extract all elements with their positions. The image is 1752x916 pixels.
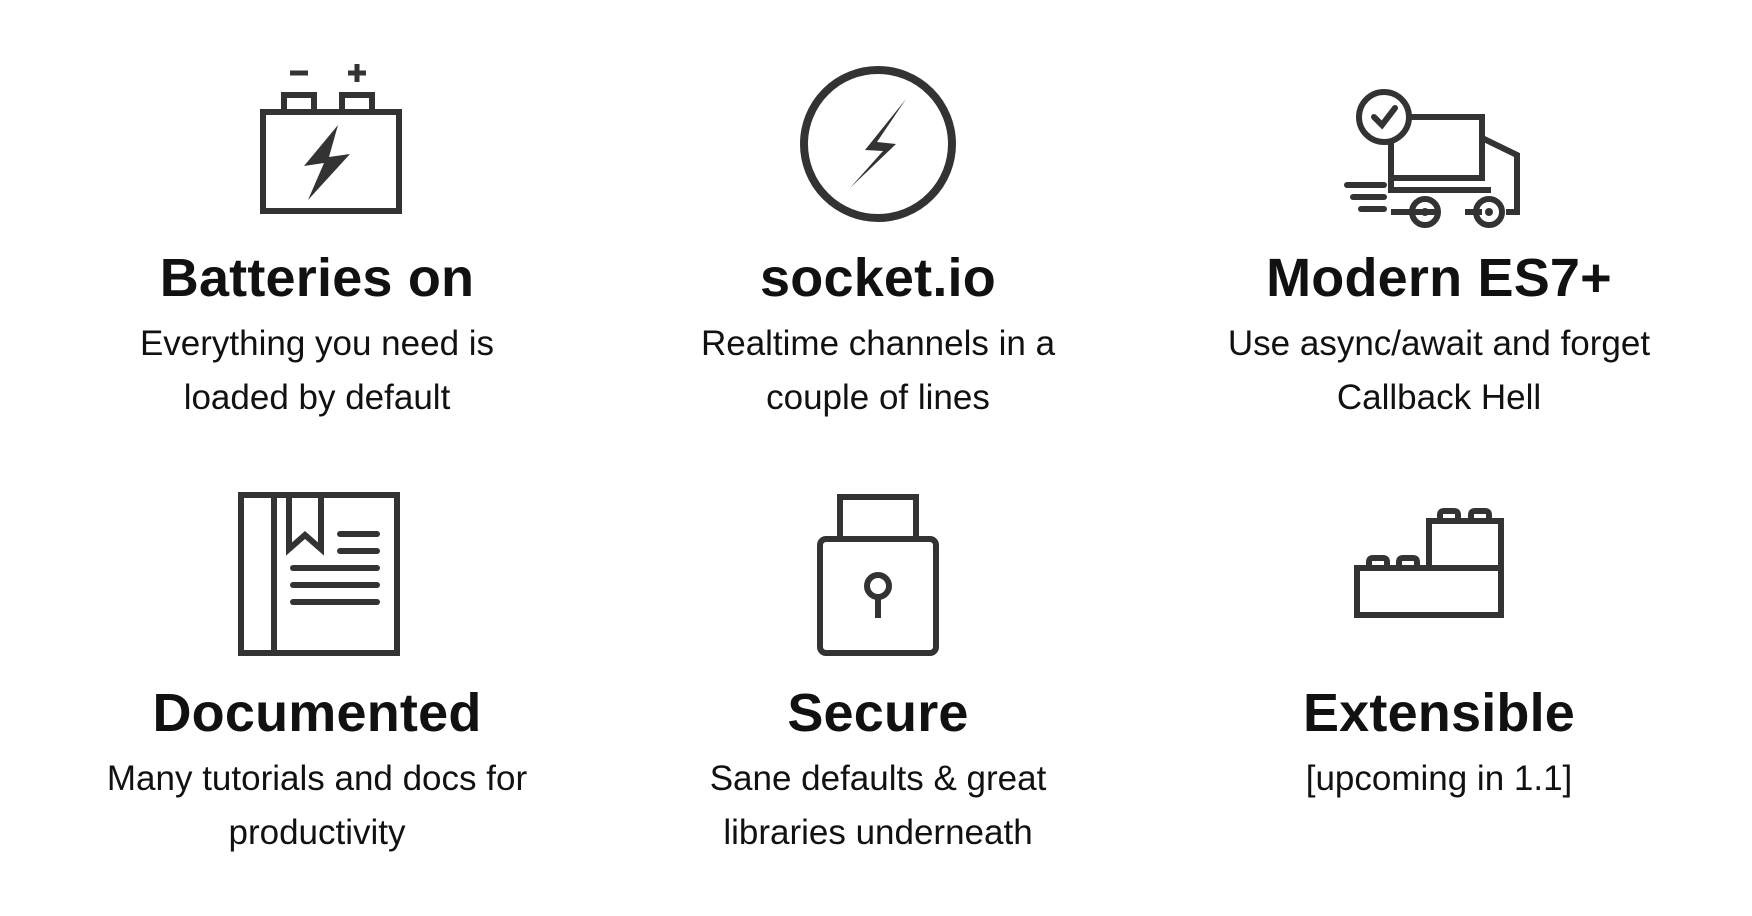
feature-description: [upcoming in 1.1]	[1159, 752, 1719, 806]
feature-title: Extensible	[1302, 683, 1576, 743]
feature-description-line-1: Many tutorials and docs for	[106, 759, 528, 798]
feature-description-line-2: couple of lines	[766, 378, 990, 417]
feature-description-line-1: Everything you need is	[139, 324, 495, 363]
socket-io-logo-icon	[598, 62, 1158, 247]
feature-description: Everything you need is loaded by default	[37, 317, 597, 425]
feature-modern-es7: Modern ES7+ Use async/await and forget C…	[1159, 62, 1719, 425]
book-icon	[37, 492, 597, 682]
padlock-icon	[598, 492, 1158, 682]
lego-bricks-icon	[1159, 492, 1719, 682]
feature-title: Batteries on	[159, 248, 475, 308]
feature-description: Sane defaults & great libraries undernea…	[598, 752, 1158, 860]
feature-description-line-1: [upcoming in 1.1]	[1305, 759, 1573, 798]
delivery-truck-icon	[1159, 62, 1719, 247]
feature-batteries-on: Batteries on Everything you need is load…	[37, 62, 597, 425]
feature-description-line-1: Sane defaults & great	[709, 759, 1047, 798]
feature-description-line-2: productivity	[228, 813, 406, 852]
feature-description-line-2: loaded by default	[183, 378, 451, 417]
feature-secure: Secure Sane defaults & great libraries u…	[598, 492, 1158, 860]
feature-socket-io: socket.io Realtime channels in a couple …	[598, 62, 1158, 425]
feature-description-line-1: Realtime channels in a	[700, 324, 1056, 363]
feature-title: Modern ES7+	[1266, 248, 1612, 308]
feature-title: Secure	[787, 683, 969, 743]
feature-description-line-2: Callback Hell	[1336, 378, 1542, 417]
feature-extensible: Extensible [upcoming in 1.1]	[1159, 492, 1719, 806]
battery-icon	[37, 62, 597, 247]
feature-description-line-2: libraries underneath	[723, 813, 1033, 852]
feature-documented: Documented Many tutorials and docs for p…	[37, 492, 597, 860]
feature-description: Realtime channels in a couple of lines	[598, 317, 1158, 425]
feature-title: Documented	[152, 683, 482, 743]
feature-description-line-1: Use async/await and forget	[1227, 324, 1651, 363]
feature-description: Use async/await and forget Callback Hell	[1159, 317, 1719, 425]
feature-description: Many tutorials and docs for productivity	[37, 752, 597, 860]
feature-title: socket.io	[760, 248, 996, 308]
